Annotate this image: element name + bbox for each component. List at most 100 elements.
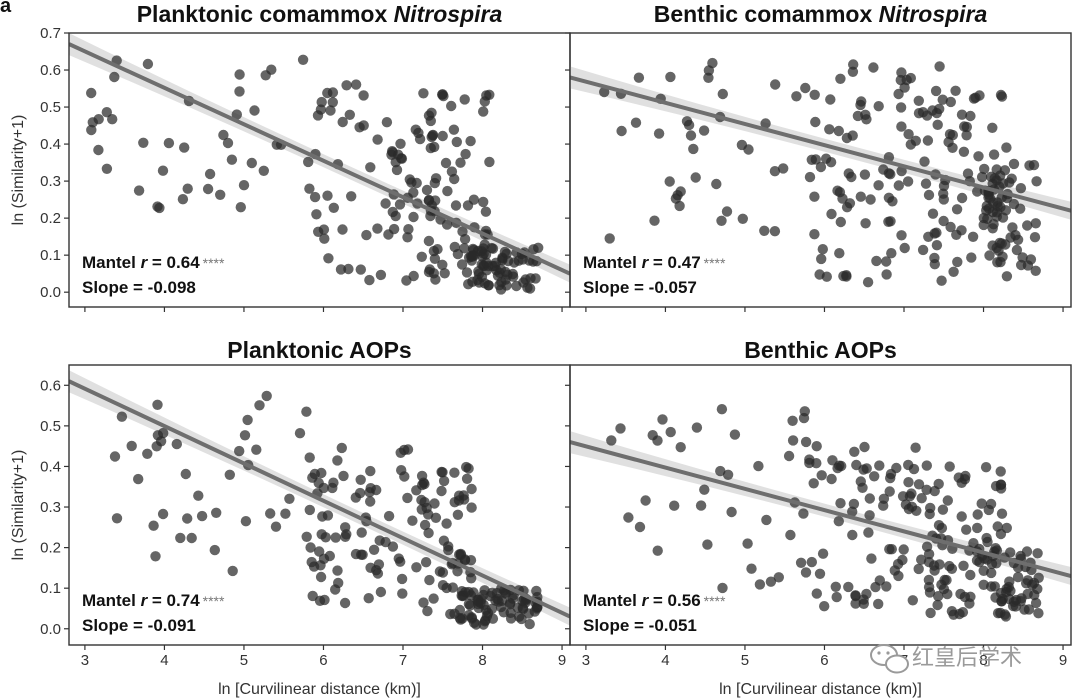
scatter-point — [265, 508, 276, 519]
scatter-point — [938, 583, 950, 595]
scatter-point — [902, 176, 914, 187]
scatter-point — [824, 124, 835, 135]
scatter-point — [669, 500, 680, 511]
scatter-point — [151, 441, 162, 452]
scatter-point — [944, 129, 956, 140]
scatter-point — [923, 189, 935, 201]
scatter-point — [761, 514, 772, 526]
watermark: 红皇后学术 — [870, 644, 1022, 674]
x-tick-label: 4 — [160, 652, 168, 669]
scatter-point — [316, 96, 327, 108]
scatter-point — [261, 390, 272, 402]
scatter-point — [905, 139, 916, 150]
scatter-point — [809, 191, 820, 202]
scatter-point — [652, 545, 663, 556]
scatter-point — [855, 191, 866, 202]
scatter-point — [929, 228, 940, 239]
scatter-point — [332, 455, 343, 466]
scatter-point — [816, 470, 827, 481]
scatter-point — [954, 608, 965, 620]
scatter-point — [343, 263, 354, 275]
scatter-point — [985, 498, 997, 510]
scatter-point — [923, 556, 935, 568]
scatter-point — [804, 454, 815, 465]
y-tick-label: 0.5 — [40, 99, 61, 116]
scatter-point — [811, 441, 822, 452]
scatter-point — [408, 211, 419, 223]
scatter-point — [320, 532, 331, 543]
scatter-point — [703, 72, 714, 84]
scatter-point — [307, 472, 318, 483]
scatter-point — [863, 527, 874, 538]
scatter-point — [505, 613, 517, 624]
scatter-point — [716, 215, 727, 226]
x-tick-label: 6 — [319, 652, 327, 669]
scatter-point — [630, 117, 642, 128]
scatter-point — [311, 209, 322, 220]
scatter-point — [416, 251, 427, 262]
scatter-point — [234, 86, 245, 97]
x-tick-label: 5 — [741, 652, 749, 669]
scatter-point — [416, 504, 427, 515]
scatter-point — [402, 444, 414, 455]
scatter-point — [938, 194, 949, 205]
scatter-point — [441, 518, 452, 529]
scatter-point — [486, 242, 497, 254]
scatter-point — [1030, 218, 1042, 229]
scatter-point — [408, 187, 419, 198]
scatter-point — [443, 541, 454, 552]
scatter-point — [871, 255, 882, 267]
y-tick-label: 0.0 — [40, 621, 61, 638]
scatter-point — [1000, 611, 1012, 622]
panel-planktonic-aops: Planktonic AOPs 3 4 5 6 7 8 9 0.0 0.1 0.2 0.3 0.4 0.5… — [10, 337, 571, 698]
scatter-point — [942, 495, 953, 506]
scatter-point — [737, 213, 748, 224]
scatter-point — [989, 581, 1000, 592]
scatter-point — [522, 282, 533, 293]
mantel-r-label: Mantel r = 0.64 **** — [82, 253, 225, 272]
scatter-point — [461, 267, 473, 278]
scatter-point — [917, 244, 929, 256]
scatter-point — [330, 532, 341, 543]
scatter-point — [309, 191, 321, 203]
scatter-point — [463, 586, 474, 598]
scatter-point — [997, 251, 1008, 262]
scatter-point — [202, 183, 214, 195]
scatter-point — [850, 590, 861, 602]
scatter-point — [860, 218, 871, 229]
scatter-point — [948, 266, 959, 277]
scatter-point — [318, 482, 329, 494]
scatter-point — [463, 598, 475, 610]
scatter-point — [979, 163, 990, 175]
scatter-point — [358, 90, 369, 101]
y-tick-label: 0.6 — [40, 62, 61, 79]
scatter-point — [991, 164, 1002, 175]
scatter-point — [209, 544, 220, 556]
scatter-point — [394, 199, 406, 210]
scatter-point — [936, 275, 947, 286]
scatter-point — [429, 498, 440, 509]
scatter-point — [665, 426, 676, 438]
scatter-points — [86, 54, 544, 295]
scatter-point — [157, 165, 169, 176]
scatter-point — [407, 515, 418, 526]
x-tick-label: 8 — [478, 652, 486, 669]
y-tick-label: 0.5 — [40, 418, 61, 435]
scatter-point — [688, 143, 699, 155]
scatter-point — [951, 204, 963, 215]
scatter-point — [308, 561, 320, 572]
scatter-point — [869, 471, 880, 482]
scatter-point — [383, 510, 395, 522]
scatter-point — [956, 511, 967, 522]
scatter-point — [215, 189, 226, 200]
scatter-point — [850, 598, 861, 609]
scatter-point — [1004, 177, 1015, 188]
scatter-point — [468, 194, 480, 205]
scatter-point — [873, 101, 884, 112]
scatter-point — [301, 406, 312, 417]
x-tick-label: 6 — [820, 652, 828, 669]
scatter-point — [878, 500, 889, 511]
scatter-point — [833, 516, 844, 527]
scatter-point — [932, 119, 943, 130]
scatter-point — [332, 565, 343, 576]
